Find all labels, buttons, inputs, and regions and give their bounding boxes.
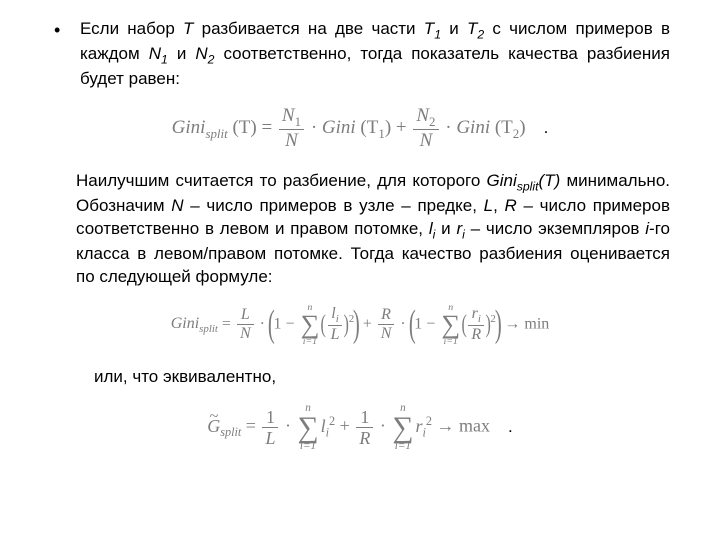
sum-icon: n∑i=1: [441, 303, 460, 347]
f3-period: .: [508, 417, 513, 436]
f3-1R: 1R: [356, 407, 373, 449]
sum-icon: n∑i=1: [297, 403, 318, 452]
f3-dot: ·: [280, 416, 295, 436]
f3-dot2: ·: [375, 416, 390, 436]
p2-R: R: [505, 196, 517, 215]
f3-ri: ri2: [416, 416, 433, 436]
f2-minus2: −: [422, 315, 439, 332]
f1-g1a: (T1): [356, 117, 391, 138]
p1-N1: N: [149, 44, 161, 63]
p1-T2: T: [467, 19, 477, 38]
f3-plus: +: [335, 416, 354, 436]
f2-plus: +: [359, 315, 376, 332]
bullet-marker: •: [50, 18, 80, 42]
f1-arg: (T): [228, 117, 257, 138]
f1-frac1: N1N: [279, 105, 304, 153]
f2-eq: =: [218, 315, 235, 332]
f3-eq: =: [241, 416, 260, 436]
p1-N1s: 1: [161, 52, 168, 66]
paragraph-2: Наилучшим считается то разбиение, для ко…: [76, 170, 670, 289]
p1-N2: N: [195, 44, 207, 63]
p2-ginis: split: [517, 180, 539, 194]
slide: • Если набор T разбивается на две части …: [0, 0, 720, 540]
p2-text: и: [435, 219, 456, 238]
f1-lhs: Ginisplit: [172, 117, 228, 138]
f1-frac2: N2N: [413, 105, 438, 153]
lparen-icon: (: [321, 314, 326, 336]
p2-text: – число примеров в узле – предке,: [184, 196, 484, 215]
rparen-icon: ): [344, 314, 349, 336]
bullet-row: • Если набор T разбивается на две части …: [50, 18, 670, 91]
p2-N: N: [171, 196, 183, 215]
f2-dot: ·: [396, 315, 409, 332]
f3-1L: 1L: [262, 407, 278, 449]
f1-plus: +: [391, 117, 411, 138]
formula-1: Ginisplit (T) = N1N · Gini (T1) + N2N · …: [50, 105, 670, 153]
f2-riR: riR: [468, 305, 484, 345]
f1-g1: Gini: [322, 117, 356, 138]
f1-period: .: [544, 118, 549, 137]
f3-sub: split: [220, 426, 241, 440]
p1-T: T: [183, 19, 193, 38]
p2-text: ,: [493, 196, 504, 215]
f1-g2a: (T2): [490, 117, 525, 138]
sum-icon: n∑i=1: [392, 403, 413, 452]
p1-T1s: 1: [434, 27, 441, 41]
p1-text: разбивается на две части: [193, 19, 423, 38]
formula-2: Ginisplit = LN · (1 − n∑i=1(liL)2) + RN …: [50, 303, 670, 347]
f2-minus: −: [281, 315, 298, 332]
f1-eq: =: [257, 117, 277, 138]
f1-g2: Gini: [456, 117, 490, 138]
f2-liL: liL: [328, 305, 343, 345]
formula-3: Gsplit = 1L · n∑i=1li2 + 1R · n∑i=1ri2 →…: [50, 403, 670, 452]
f3-G: G: [207, 416, 220, 437]
lparen-icon: (: [268, 309, 275, 341]
lparen-icon: (: [409, 309, 416, 341]
f3-arrow: → max: [432, 416, 490, 436]
p2-L: L: [484, 196, 493, 215]
p2-text: – число экземпляров: [465, 219, 645, 238]
rparen-icon: ): [353, 309, 360, 341]
rparen-icon: ): [495, 309, 502, 341]
rparen-icon: ): [486, 314, 491, 336]
f1-dot: ·: [441, 117, 457, 138]
f2-lhs: Ginisplit: [171, 315, 218, 332]
p1-T1: T: [424, 19, 434, 38]
p2-gini: Gini: [487, 171, 517, 190]
p2-text: Наилучшим считается то разбиение, для ко…: [76, 171, 487, 190]
p1-text: и: [441, 19, 467, 38]
p1-text: и: [168, 44, 196, 63]
paragraph-3: или, что эквивалентно,: [94, 366, 670, 389]
lparen-icon: (: [462, 314, 467, 336]
p2-giniT: (T): [539, 171, 561, 190]
f1-dot: ·: [306, 117, 322, 138]
f2-arrow: → min: [500, 315, 549, 332]
f2-LN: LN: [237, 306, 254, 344]
p1-text: Если набор: [80, 19, 183, 38]
f2-RN: RN: [378, 306, 395, 344]
paragraph-1: Если набор T разбивается на две части T1…: [80, 18, 670, 91]
f3-li: li2: [321, 416, 336, 436]
sum-icon: n∑i=1: [300, 303, 319, 347]
